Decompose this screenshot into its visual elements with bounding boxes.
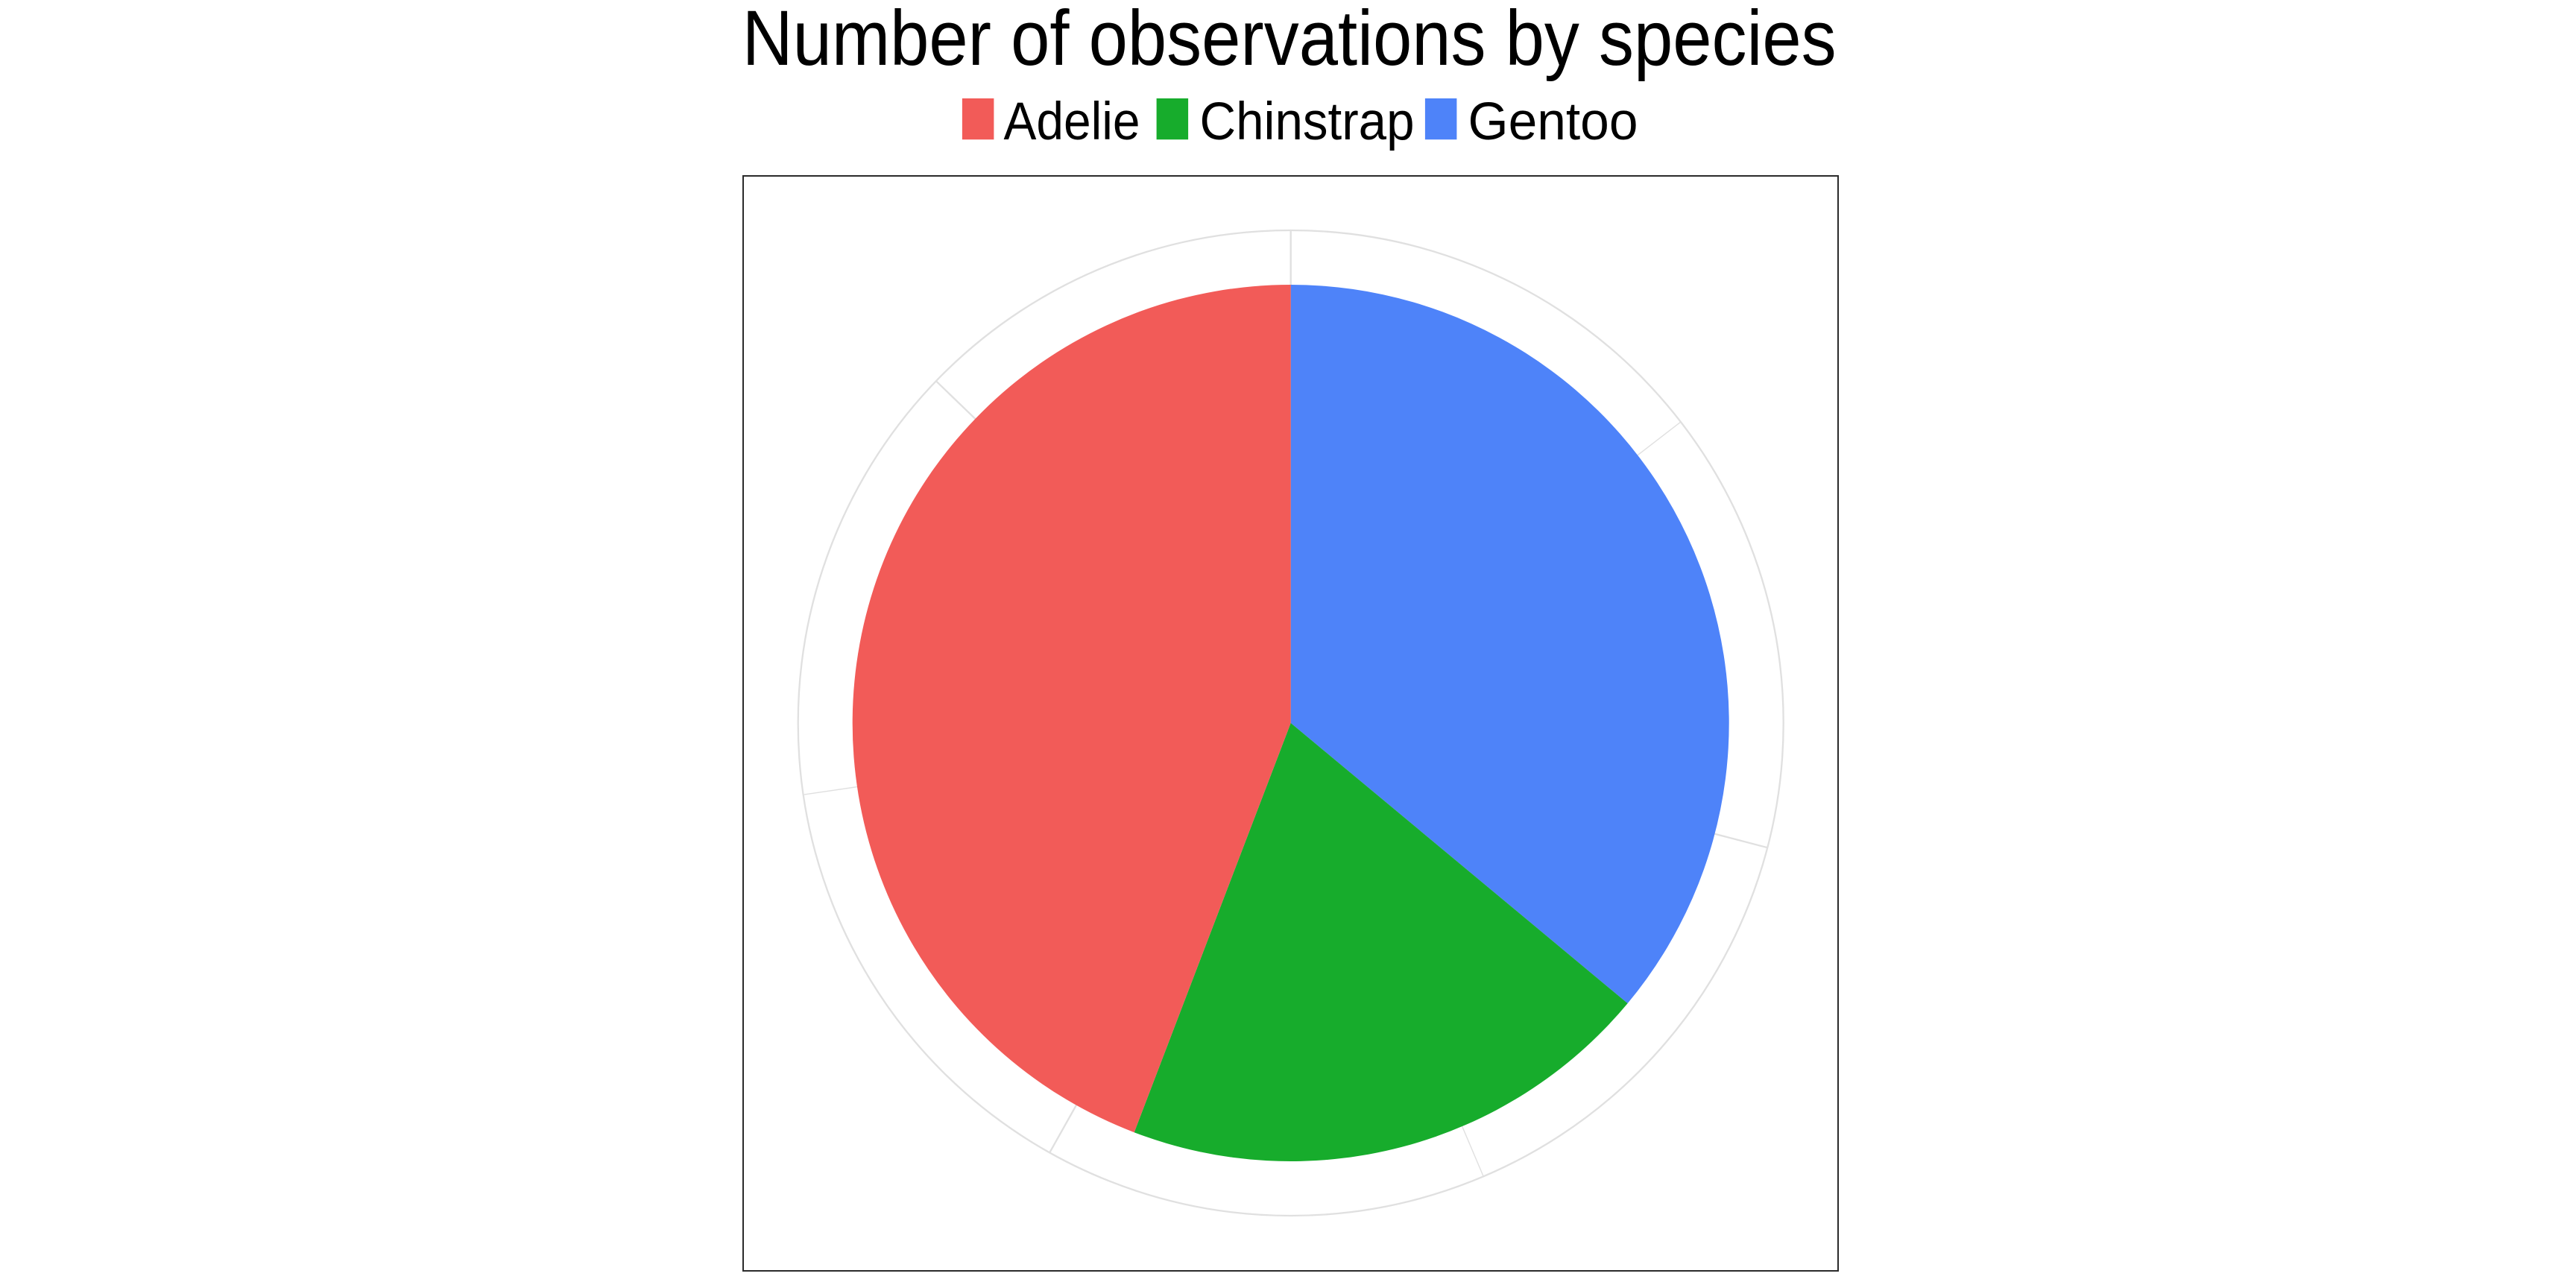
svg-text:Number of observations by spec: Number of observations by species <box>742 0 1837 82</box>
svg-text:Chinstrap: Chinstrap <box>1200 92 1415 151</box>
svg-text:Gentoo: Gentoo <box>1468 92 1638 151</box>
svg-text:Adelie: Adelie <box>1004 92 1140 151</box>
